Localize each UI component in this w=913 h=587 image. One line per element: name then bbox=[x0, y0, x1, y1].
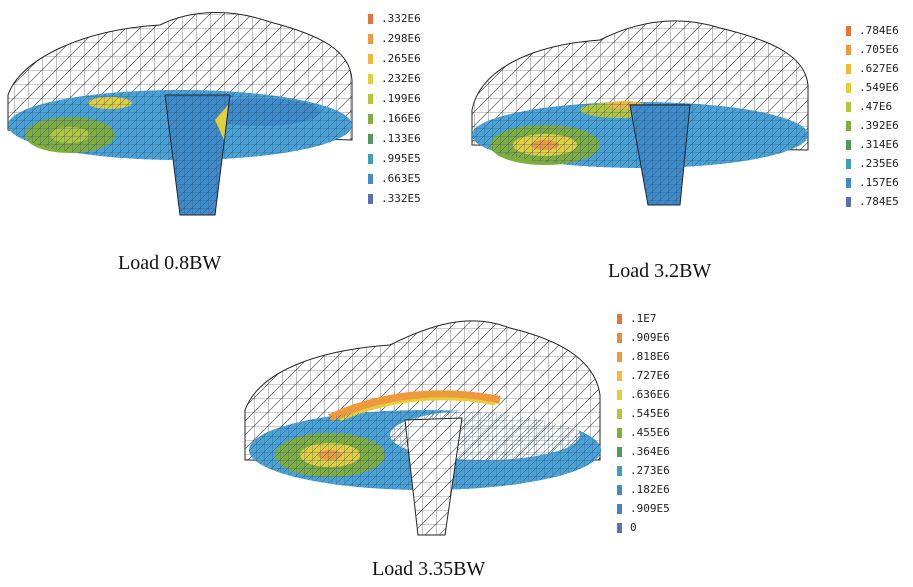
legend-swatch bbox=[368, 154, 373, 164]
legend-swatch bbox=[846, 159, 851, 169]
legend-label: .232E6 bbox=[381, 72, 421, 85]
legend-swatch bbox=[368, 174, 373, 184]
legend-swatch bbox=[368, 94, 373, 104]
figure-caption: Load 3.2BW bbox=[608, 260, 712, 282]
fe-mesh-model-2 bbox=[471, 20, 809, 206]
legend-label: .909E5 bbox=[630, 502, 670, 515]
figure-load-3-35bw: .1E7 .909E6 .818E6 .727E6 .636E6 .545E6 … bbox=[240, 300, 700, 587]
legend-label: .265E6 bbox=[381, 52, 421, 65]
fe-mesh-model-3 bbox=[244, 320, 601, 536]
legend-swatch bbox=[368, 74, 373, 84]
legend-swatch bbox=[617, 333, 622, 343]
legend-label: .392E6 bbox=[859, 119, 899, 132]
legend-label: .298E6 bbox=[381, 32, 421, 45]
figure-load-3-2bw: .784E6 .705E6 .627E6 .549E6 .47E6 .392E6… bbox=[460, 0, 913, 290]
legend-label: .332E5 bbox=[381, 192, 421, 205]
legend-label: .995E5 bbox=[381, 152, 421, 165]
legend-swatch bbox=[846, 140, 851, 150]
legend-1: .332E6 .298E6 .265E6 .232E6 .199E6 .166E… bbox=[368, 12, 458, 212]
legend-swatch bbox=[617, 485, 622, 495]
legend-swatch bbox=[368, 194, 373, 204]
legend-label: 0 bbox=[630, 521, 637, 534]
legend-swatch bbox=[846, 45, 851, 55]
legend-swatch bbox=[846, 121, 851, 131]
legend-label: .182E6 bbox=[630, 483, 670, 496]
legend-label: .663E5 bbox=[381, 172, 421, 185]
legend-label: .157E6 bbox=[859, 176, 899, 189]
legend-label: .455E6 bbox=[630, 426, 670, 439]
legend-swatch bbox=[368, 14, 373, 24]
legend-swatch bbox=[617, 466, 622, 476]
legend-label: .1E7 bbox=[630, 312, 657, 325]
figure-caption: Load 3.35BW bbox=[372, 558, 486, 580]
legend-3: .1E7 .909E6 .818E6 .727E6 .636E6 .545E6 … bbox=[617, 312, 697, 552]
legend-label: .636E6 bbox=[630, 388, 670, 401]
legend-label: .199E6 bbox=[381, 92, 421, 105]
legend-swatch bbox=[846, 26, 851, 36]
legend-swatch bbox=[368, 114, 373, 124]
legend-swatch bbox=[617, 504, 622, 514]
legend-label: .727E6 bbox=[630, 369, 670, 382]
legend-swatch bbox=[368, 34, 373, 44]
legend-swatch bbox=[846, 102, 851, 112]
fe-mesh-model-1 bbox=[7, 12, 353, 216]
figure-caption: Load 0.8BW bbox=[118, 252, 222, 274]
legend-label: .549E6 bbox=[859, 81, 899, 94]
legend-swatch bbox=[617, 428, 622, 438]
legend-swatch bbox=[617, 409, 622, 419]
legend-swatch bbox=[368, 134, 373, 144]
legend-swatch bbox=[617, 523, 622, 533]
legend-swatch bbox=[846, 83, 851, 93]
legend-swatch bbox=[846, 197, 851, 207]
legend-label: .332E6 bbox=[381, 12, 421, 25]
legend-swatch bbox=[617, 352, 622, 362]
legend-swatch bbox=[617, 314, 622, 324]
legend-label: .273E6 bbox=[630, 464, 670, 477]
legend-swatch bbox=[846, 64, 851, 74]
legend-swatch bbox=[368, 54, 373, 64]
legend-2: .784E6 .705E6 .627E6 .549E6 .47E6 .392E6… bbox=[846, 24, 913, 224]
legend-label: .909E6 bbox=[630, 331, 670, 344]
legend-label: .545E6 bbox=[630, 407, 670, 420]
figure-load-0-8bw: .332E6 .298E6 .265E6 .232E6 .199E6 .166E… bbox=[0, 0, 460, 290]
legend-swatch bbox=[617, 390, 622, 400]
legend-label: .705E6 bbox=[859, 43, 899, 56]
legend-label: .314E6 bbox=[859, 138, 899, 151]
legend-label: .818E6 bbox=[630, 350, 670, 363]
legend-label: .364E6 bbox=[630, 445, 670, 458]
legend-label: .627E6 bbox=[859, 62, 899, 75]
legend-swatch bbox=[617, 371, 622, 381]
legend-label: .235E6 bbox=[859, 157, 899, 170]
legend-swatch bbox=[846, 178, 851, 188]
legend-label: .133E6 bbox=[381, 132, 421, 145]
legend-swatch bbox=[617, 447, 622, 457]
legend-label: .784E5 bbox=[859, 195, 899, 208]
legend-label: .166E6 bbox=[381, 112, 421, 125]
legend-label: .784E6 bbox=[859, 24, 899, 37]
legend-label: .47E6 bbox=[859, 100, 893, 113]
